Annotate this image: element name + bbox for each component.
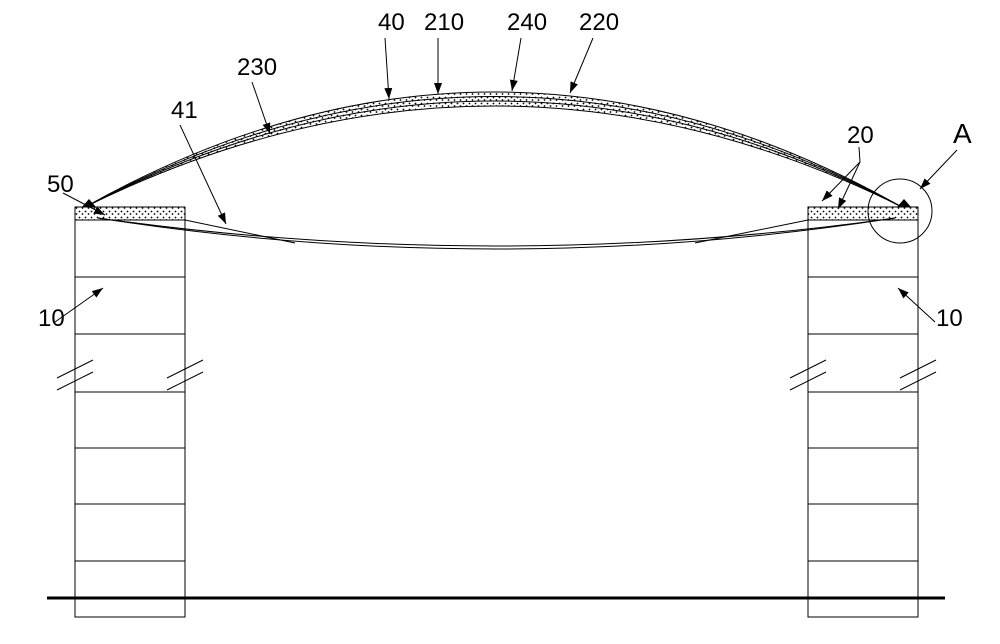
leader-line bbox=[252, 82, 270, 134]
leader-line bbox=[570, 38, 593, 93]
left-column-cell bbox=[75, 561, 185, 617]
left-column-cell bbox=[75, 504, 185, 561]
right-column-cell bbox=[808, 392, 918, 448]
left-column-cell bbox=[75, 277, 185, 334]
right-column-cell bbox=[808, 277, 918, 334]
label-220: 220 bbox=[579, 9, 619, 36]
label-240: 240 bbox=[507, 9, 547, 36]
left-column-cell bbox=[75, 392, 185, 448]
left-chord bbox=[185, 220, 295, 243]
right-column-cell bbox=[808, 561, 918, 617]
label-50: 50 bbox=[47, 171, 74, 198]
bottom-cable bbox=[98, 218, 895, 249]
label-20: 20 bbox=[847, 122, 874, 149]
left-column-cell bbox=[75, 334, 185, 392]
left-support bbox=[75, 207, 185, 220]
label-A: A bbox=[953, 118, 972, 149]
right-column-cell bbox=[808, 334, 918, 392]
label-10: 10 bbox=[936, 305, 963, 332]
roof-arc bbox=[87, 92, 900, 206]
label-40: 40 bbox=[378, 9, 405, 36]
label-210: 210 bbox=[424, 9, 464, 36]
leader-line bbox=[898, 288, 935, 322]
right-column-cell bbox=[808, 448, 918, 504]
bottom-cable bbox=[98, 218, 895, 246]
leader-line bbox=[859, 147, 860, 162]
label-10: 10 bbox=[38, 305, 65, 332]
right-column-cell bbox=[808, 220, 918, 277]
right-column-cell bbox=[808, 504, 918, 561]
label-230: 230 bbox=[237, 54, 277, 81]
left-column-cell bbox=[75, 448, 185, 504]
leader-line bbox=[180, 125, 226, 224]
right-chord bbox=[695, 220, 808, 243]
right-support bbox=[808, 207, 918, 220]
engineering-diagram: 20 40 210 240 220 230 41 50 10 10 A bbox=[0, 0, 1000, 644]
leader-line bbox=[385, 38, 389, 99]
leader-line bbox=[920, 150, 957, 189]
left-column-cell bbox=[75, 220, 185, 277]
leader-line bbox=[512, 38, 521, 91]
label-41: 41 bbox=[171, 97, 198, 124]
